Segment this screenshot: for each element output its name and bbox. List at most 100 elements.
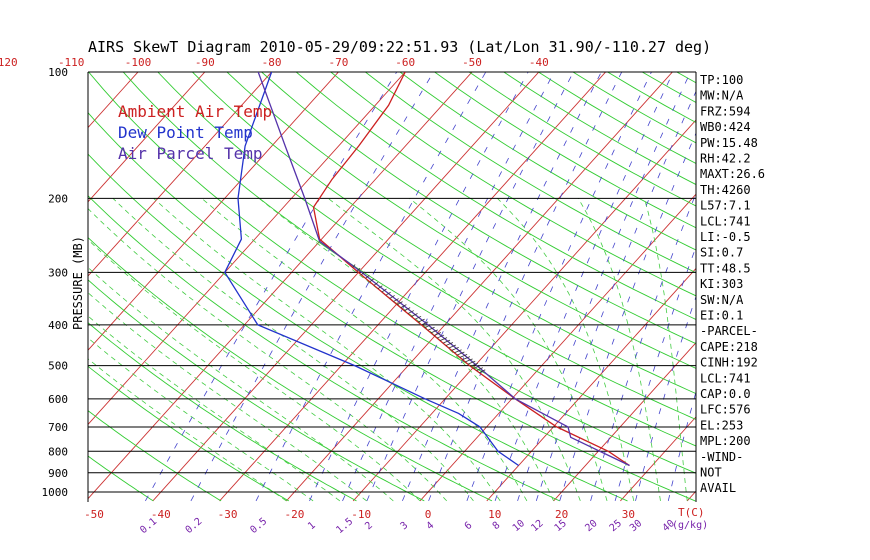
dry-adiabat-line: [364, 72, 696, 274]
mixing-ratio-tick-label: 0.2: [184, 516, 205, 536]
cape-hatch: [369, 278, 375, 283]
series-layer: [224, 72, 630, 467]
dry-adiabat-line: [503, 72, 696, 186]
top-temp-tick-label: -40: [529, 56, 549, 69]
dry-adiabat-line: [88, 72, 696, 474]
cape-hatch: [365, 275, 370, 279]
moist-adiabat-line: [88, 266, 394, 502]
mixing-ratio-line: [145, 72, 398, 502]
stat-item: EI:0.1: [700, 309, 743, 323]
bottom-temp-tick-label: 10: [488, 508, 501, 521]
bottom-temp-tick-label: -30: [218, 508, 238, 521]
cape-hatch: [467, 360, 476, 365]
dry-adiabat-line: [88, 279, 425, 502]
dry-adiabat-line: [260, 72, 696, 345]
moist-adiabat-line: [112, 198, 474, 502]
moist-adiabat-line: [577, 198, 661, 501]
y-axis-label: PRESSURE (MB): [71, 236, 85, 330]
cape-hatch: [421, 321, 429, 326]
top-temp-tick-label: -120: [0, 56, 18, 69]
dry-adiabat-line: [0, 53, 18, 501]
stat-item: -WIND-: [700, 450, 743, 464]
series-line-1: [224, 72, 519, 467]
moist-adiabat-line: [153, 198, 501, 502]
dry-adiabat-line: [157, 72, 696, 421]
bottom-temp-tick-label: 0: [425, 508, 432, 521]
cape-hatch: [427, 326, 435, 331]
moist-adiabat-line: [88, 292, 367, 502]
chart-title: AIRS SkewT Diagram 2010-05-29/09:22:51.9…: [88, 38, 711, 56]
mixing-ratio-line: [466, 72, 652, 502]
isotherm-line: [88, 72, 406, 426]
cape-hatch: [377, 285, 383, 289]
cape-hatch: [400, 304, 407, 309]
pressure-tick-label: 600: [48, 393, 68, 406]
grid-layer: [0, 53, 870, 502]
mixing-ratio-unit-label: (g/kg): [672, 520, 708, 531]
moist-adiabat-line: [88, 315, 341, 502]
isotherm-line: [152, 72, 540, 502]
isotherm-line: [419, 193, 696, 502]
cape-hatch: [470, 362, 478, 367]
top-temp-tick-label: -80: [262, 56, 282, 69]
mixing-ratio-line: [402, 72, 602, 502]
top-temp-tick-label: -100: [125, 56, 152, 69]
isotherm-line: [88, 72, 206, 203]
cape-hatch: [404, 307, 411, 311]
stat-item: TP:100: [700, 73, 743, 87]
stat-item: LFC:576: [700, 403, 751, 417]
mixing-ratio-line: [590, 192, 696, 502]
cape-hatch: [381, 288, 387, 293]
cape-hatch: [445, 342, 454, 346]
series-line-2: [257, 72, 630, 467]
dry-adiabat-line: [88, 195, 560, 502]
pressure-tick-label: 100: [48, 66, 68, 79]
cape-hatch: [448, 344, 457, 349]
stat-item: EL:253: [700, 418, 743, 432]
bottom-temp-tick-label: -10: [351, 508, 371, 521]
moist-adiabat-line: [201, 198, 528, 502]
cape-hatch: [411, 313, 418, 317]
cape-hatch: [356, 267, 361, 272]
moist-adiabat-line: [327, 198, 581, 502]
bottom-temp-tick-label: 20: [555, 508, 568, 521]
stat-item: MAXT:26.6: [700, 167, 765, 181]
top-temp-tick-label: -70: [328, 56, 348, 69]
pressure-tick-label: 900: [48, 467, 68, 480]
cape-hatch: [385, 291, 391, 296]
isotherm-line: [620, 416, 696, 502]
mixing-ratio-line: [667, 390, 696, 501]
stat-item: NOT: [700, 466, 722, 480]
isotherm-line: [88, 72, 340, 351]
stat-item: WB0:424: [700, 120, 751, 134]
isotherm-line: [754, 53, 870, 501]
mixing-ratio-tick-label: 3: [399, 520, 411, 532]
pressure-tick-label: 400: [48, 319, 68, 332]
isotherm-line: [486, 267, 696, 502]
stat-item: TT:48.5: [700, 261, 751, 275]
isotherm-line: [219, 72, 607, 502]
stat-item: -PARCEL-: [700, 324, 758, 338]
isotherm-line: [88, 72, 473, 500]
mixing-ratio-line: [517, 72, 691, 502]
dry-adiabat-line: [88, 410, 222, 502]
mixing-ratio-line: [309, 72, 529, 502]
moist-adiabat-line: [88, 358, 287, 502]
legend-ambient-air-temp: Ambient Air Temp: [118, 102, 272, 121]
mixing-ratio-tick-label: 12: [529, 518, 545, 534]
stat-item: AVAIL: [700, 481, 736, 495]
top-temp-tick-label: -50: [462, 56, 482, 69]
mixing-ratio-tick-label: 0.5: [248, 516, 269, 536]
stat-item: PW:15.48: [700, 136, 758, 150]
cape-hatch: [457, 351, 465, 356]
isobar-layer: [88, 71, 696, 493]
cape-hatch: [465, 358, 473, 363]
pressure-tick-label: 300: [48, 266, 68, 279]
dry-adiabat-line: [88, 322, 357, 502]
moist-adiabat-line: [88, 208, 447, 502]
mixing-ratio-line: [428, 72, 623, 502]
moist-adiabat-line: [409, 198, 608, 501]
x-axis-unit-label: T(C): [678, 506, 705, 519]
cape-hatch: [433, 332, 442, 336]
